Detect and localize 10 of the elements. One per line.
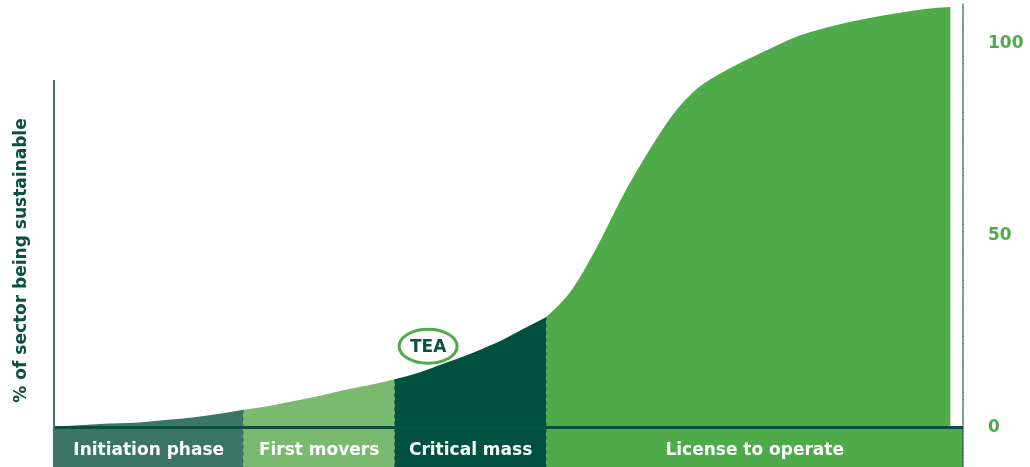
series-label: License to operate <box>665 439 844 459</box>
y-tick-label: 0 <box>988 416 1000 436</box>
series-label: First movers <box>258 439 380 459</box>
y-axis-title: % of sector being sustainable <box>10 118 30 403</box>
y-tick-label: 50 <box>988 224 1012 244</box>
y-tick-label: 100 <box>988 32 1024 52</box>
annotation: TEA <box>409 336 448 357</box>
series-label: Critical mass <box>408 439 533 459</box>
label-badge: TEA <box>397 327 459 365</box>
series-label: Initiation phase <box>73 439 225 459</box>
